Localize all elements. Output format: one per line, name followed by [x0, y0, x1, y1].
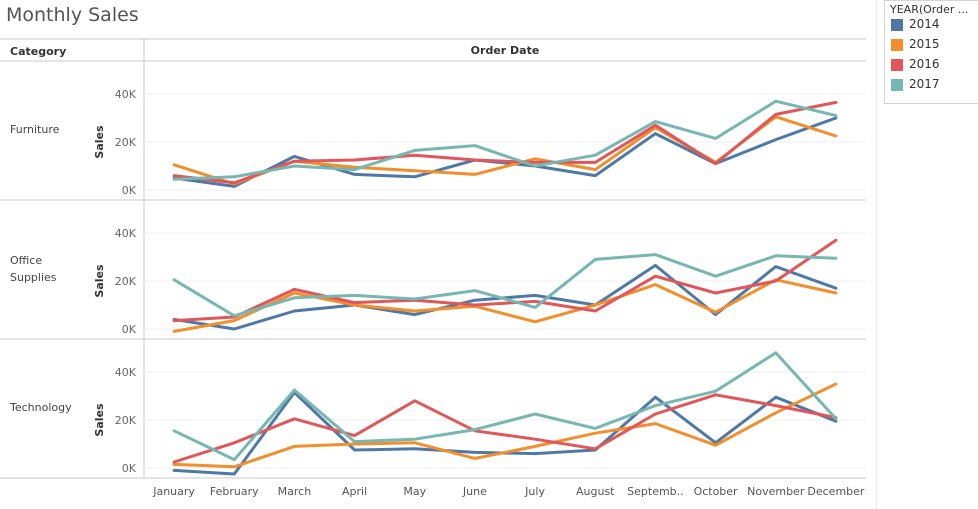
legend-label: 2017 [909, 77, 940, 91]
legend-label: 2014 [909, 17, 940, 31]
legend-label: 2015 [909, 37, 940, 51]
series-line-2016 [172, 100, 838, 185]
legend-title[interactable]: YEAR(Order ... [890, 3, 969, 16]
category-label-1: Office [10, 254, 42, 267]
series-line-2014 [172, 116, 838, 188]
legend[interactable]: YEAR(Order ... 2014 2015 2016 2017 [884, 0, 978, 104]
y-tick-label: 0K [122, 184, 137, 197]
y-axis-label: Sales [93, 403, 106, 437]
x-tick-label: January [152, 485, 195, 498]
legend-label: 2016 [909, 57, 940, 71]
legend-swatch [891, 19, 903, 31]
x-tick-label: February [210, 485, 259, 498]
y-tick-label: 0K [122, 462, 137, 475]
y-axis-label: Sales [93, 264, 106, 298]
series-line-2014 [172, 263, 838, 331]
series-line-2016 [172, 238, 838, 323]
x-tick-label: April [342, 485, 367, 498]
category-label-0: Furniture [10, 123, 60, 136]
legend-item-2014[interactable]: 2014 [885, 16, 978, 36]
y-tick-label: 40K [115, 227, 137, 240]
y-tick-label: 0K [122, 323, 137, 336]
series-line-2017 [172, 253, 838, 318]
series-line-2017 [172, 99, 838, 181]
x-tick-label: November [747, 485, 805, 498]
series-line-2015 [172, 278, 838, 333]
legend-swatch [891, 59, 903, 71]
y-tick-label: 20K [115, 414, 137, 427]
legend-divider [876, 0, 877, 509]
x-tick-label: Septemb.. [627, 485, 684, 498]
category-label-2: Technology [9, 401, 72, 414]
y-tick-label: 20K [115, 136, 137, 149]
legend-item-2016[interactable]: 2016 [885, 56, 978, 76]
x-tick-label: May [403, 485, 426, 498]
x-tick-label: July [524, 485, 545, 498]
chart-title: Monthly Sales [6, 4, 139, 26]
x-tick-label: August [576, 485, 615, 498]
series-line-2015 [172, 382, 838, 469]
x-tick-label: June [462, 485, 487, 498]
legend-swatch [891, 39, 903, 51]
column-header-label: Order Date [471, 44, 540, 57]
y-axis-label: Sales [93, 125, 106, 159]
row-header-label: Category [10, 45, 66, 58]
legend-swatch [891, 79, 903, 91]
y-tick-label: 40K [115, 88, 137, 101]
legend-item-2017[interactable]: 2017 [885, 76, 978, 96]
y-tick-label: 40K [115, 366, 137, 379]
small-multiples-line-chart: Category Order Date 0K 20K 40K Sales Furniture… [0, 38, 866, 498]
x-tick-label: March [278, 485, 312, 498]
legend-item-2015[interactable]: 2015 [885, 36, 978, 56]
x-tick-label: December [807, 485, 865, 498]
category-label-1: Supplies [10, 271, 57, 284]
x-tick-label: October [694, 485, 738, 498]
series-line-2016 [172, 393, 838, 464]
y-tick-label: 20K [115, 275, 137, 288]
series-line-2017 [172, 351, 838, 462]
